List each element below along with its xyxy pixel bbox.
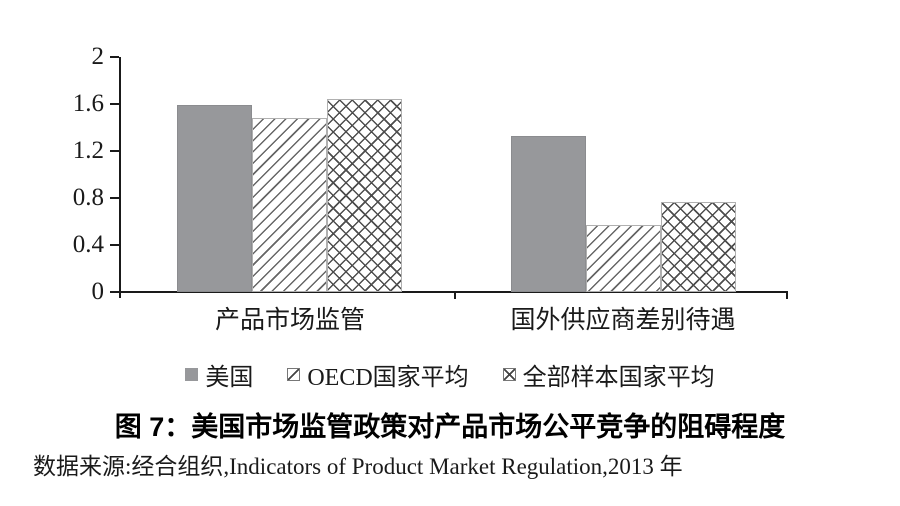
y-axis-tick [110, 291, 119, 293]
legend: 美国 OECD国家平均 全部样本国家平均 [0, 357, 900, 392]
bar-diagonal-group2 [586, 225, 661, 292]
legend-label-oecd-average: OECD国家平均 [307, 365, 469, 391]
legend-label-all-sample-average: 全部样本国家平均 [522, 365, 715, 391]
legend-item-oecd-average: OECD国家平均 [287, 357, 469, 392]
y-axis-tick-label: 0.8 [72, 184, 104, 211]
y-axis-tick [110, 56, 119, 58]
y-axis-tick [110, 150, 119, 152]
diagonal-hatch-square-icon [287, 368, 301, 381]
crosshatch-square-icon [502, 368, 516, 381]
y-axis-tick [110, 244, 119, 246]
figure-caption: 图 7：美国市场监管政策对产品市场公平竞争的阻碍程度 [114, 412, 786, 442]
bar-crosshatch-group2 [661, 202, 736, 292]
category-label-product-market-regulation: 产品市场监管 [214, 307, 365, 334]
legend-label-usa: 美国 [205, 365, 254, 391]
y-axis-tick-label: 2 [91, 43, 105, 70]
figure-source: 数据来源:经合组织,Indicators of Product Market R… [33, 454, 683, 479]
bar-solid-group1 [177, 105, 252, 292]
bar-solid-group2 [511, 136, 586, 292]
y-axis-tick [110, 197, 119, 199]
bar-diagonal-group1 [252, 118, 327, 292]
legend-item-usa: 美国 [185, 357, 253, 392]
y-axis-tick [110, 103, 119, 105]
bar-crosshatch-group1 [327, 99, 402, 292]
y-axis-line [119, 57, 121, 298]
y-axis-tick-label: 0.4 [72, 231, 104, 258]
solid-gray-square-icon [185, 368, 199, 381]
x-axis-line [119, 291, 788, 293]
y-axis-tick-label: 0 [91, 278, 105, 305]
y-axis-tick-label: 1.6 [72, 90, 104, 117]
legend-item-all-sample-average: 全部样本国家平均 [502, 357, 715, 392]
x-axis-tick [454, 292, 456, 299]
x-axis-tick [786, 292, 788, 299]
category-label-foreign-suppliers: 国外供应商差别待遇 [510, 307, 736, 334]
y-axis-tick-label: 1.2 [72, 137, 104, 164]
